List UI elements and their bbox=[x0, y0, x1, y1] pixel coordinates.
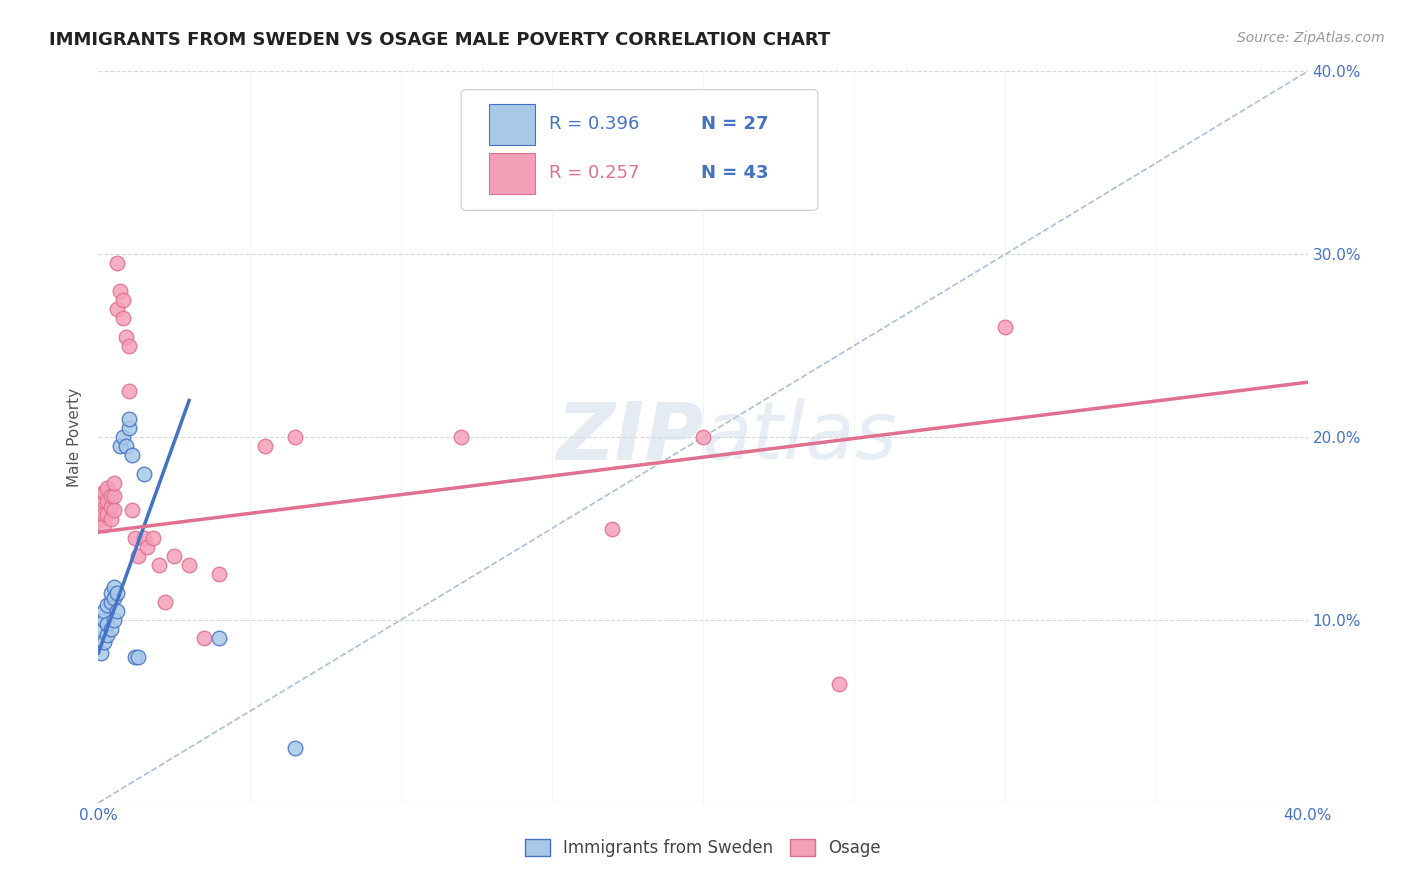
Point bbox=[96, 481, 118, 495]
Point bbox=[93, 613, 115, 627]
Point bbox=[132, 467, 155, 481]
Text: N = 27: N = 27 bbox=[700, 115, 768, 134]
Point bbox=[179, 558, 201, 573]
Point bbox=[100, 512, 122, 526]
Point bbox=[124, 649, 146, 664]
FancyBboxPatch shape bbox=[461, 90, 818, 211]
Point bbox=[692, 430, 714, 444]
Point bbox=[208, 567, 231, 582]
Point bbox=[96, 494, 118, 508]
Text: N = 43: N = 43 bbox=[700, 164, 768, 182]
Point bbox=[118, 421, 141, 435]
Point bbox=[105, 256, 128, 270]
Point bbox=[93, 635, 115, 649]
Point bbox=[121, 449, 143, 463]
Point bbox=[90, 503, 112, 517]
Point bbox=[153, 594, 176, 608]
Text: R = 0.396: R = 0.396 bbox=[550, 115, 640, 134]
Point bbox=[111, 293, 134, 307]
Point bbox=[100, 585, 122, 599]
Point bbox=[93, 507, 115, 521]
FancyBboxPatch shape bbox=[489, 104, 534, 145]
Point bbox=[93, 517, 115, 532]
Point bbox=[108, 439, 131, 453]
Point bbox=[90, 622, 112, 636]
Point bbox=[127, 649, 149, 664]
Y-axis label: Male Poverty: Male Poverty bbox=[67, 387, 83, 487]
Point bbox=[124, 531, 146, 545]
Point bbox=[103, 613, 125, 627]
Text: R = 0.257: R = 0.257 bbox=[550, 164, 640, 182]
Point bbox=[100, 594, 122, 608]
Point bbox=[127, 549, 149, 563]
Point bbox=[284, 740, 307, 755]
FancyBboxPatch shape bbox=[489, 153, 534, 194]
Point bbox=[96, 627, 118, 641]
Point bbox=[103, 489, 125, 503]
Point bbox=[284, 430, 307, 444]
Point bbox=[90, 489, 112, 503]
Point bbox=[450, 430, 472, 444]
Legend: Immigrants from Sweden, Osage: Immigrants from Sweden, Osage bbox=[519, 832, 887, 864]
Text: Source: ZipAtlas.com: Source: ZipAtlas.com bbox=[1237, 31, 1385, 45]
Point bbox=[114, 329, 136, 343]
Text: ZIP: ZIP bbox=[555, 398, 703, 476]
Point bbox=[103, 580, 125, 594]
Point bbox=[142, 531, 165, 545]
Point bbox=[103, 475, 125, 490]
Point bbox=[253, 439, 276, 453]
Point bbox=[111, 430, 134, 444]
Point bbox=[105, 604, 128, 618]
Point bbox=[96, 616, 118, 631]
Point bbox=[93, 494, 115, 508]
Point bbox=[103, 503, 125, 517]
Point bbox=[135, 540, 157, 554]
Point bbox=[118, 384, 141, 399]
Point bbox=[163, 549, 186, 563]
Point bbox=[193, 632, 215, 646]
Point bbox=[105, 585, 128, 599]
Point bbox=[828, 677, 851, 691]
Point bbox=[148, 558, 170, 573]
Point bbox=[100, 622, 122, 636]
Point bbox=[90, 646, 112, 660]
Point bbox=[114, 439, 136, 453]
Point bbox=[118, 412, 141, 426]
Point bbox=[108, 284, 131, 298]
Point bbox=[93, 604, 115, 618]
Text: atlas: atlas bbox=[703, 398, 898, 476]
Point bbox=[602, 521, 624, 535]
Point bbox=[100, 500, 122, 514]
Point bbox=[100, 489, 122, 503]
Point bbox=[103, 591, 125, 605]
Point bbox=[132, 531, 155, 545]
Point bbox=[111, 311, 134, 326]
Text: IMMIGRANTS FROM SWEDEN VS OSAGE MALE POVERTY CORRELATION CHART: IMMIGRANTS FROM SWEDEN VS OSAGE MALE POV… bbox=[49, 31, 831, 49]
Point bbox=[96, 507, 118, 521]
Point bbox=[118, 338, 141, 352]
Point bbox=[90, 512, 112, 526]
Point bbox=[121, 503, 143, 517]
Point bbox=[994, 320, 1017, 334]
Point bbox=[105, 301, 128, 317]
Point bbox=[93, 485, 115, 500]
Point bbox=[208, 632, 231, 646]
Point bbox=[96, 599, 118, 613]
